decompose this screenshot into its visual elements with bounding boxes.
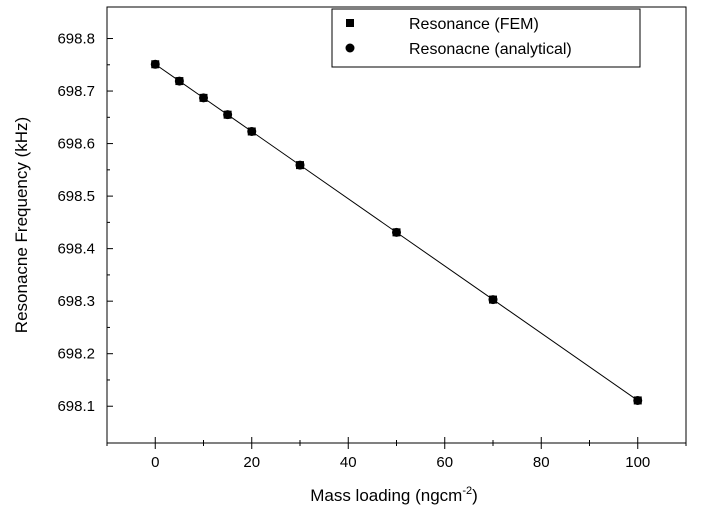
y-tick-label: 698.2 <box>57 346 95 363</box>
legend-marker-square <box>346 19 354 27</box>
x-axis-title: Mass loading (ngcm-2) <box>310 485 478 505</box>
fem-point <box>199 93 208 102</box>
x-axis-title-main: Mass loading (ngcm <box>310 486 462 505</box>
y-tick-label: 698.8 <box>57 31 95 48</box>
fem-point <box>175 77 184 86</box>
legend-box <box>331 8 641 68</box>
y-tick-label: 698.4 <box>57 241 95 258</box>
x-tick-label: 0 <box>151 454 159 471</box>
fem-point <box>296 161 304 170</box>
fem-point <box>223 110 232 119</box>
plot-frame <box>106 6 687 444</box>
x-axis-title-superscript: -2 <box>462 485 472 497</box>
y-axis-ticks: 698.1 698.2 698.3 698.4 698.5 698.6 698.7 698.8 <box>57 31 113 415</box>
x-tick-label: 40 <box>340 454 357 471</box>
x-tick-label: 80 <box>533 454 550 471</box>
series-layer <box>150 59 643 405</box>
legend: Resonance (FEM) Resonacne (analytical) <box>331 8 641 68</box>
legend-label-analytical: Resonacne (analytical) <box>409 41 572 58</box>
x-tick-label: 60 <box>436 454 453 471</box>
y-tick-label: 698.6 <box>57 136 95 153</box>
x-axis-ticks: 0 20 40 60 80 100 <box>106 437 687 471</box>
y-axis-title: Resonacne Frequency (kHz) <box>12 117 31 333</box>
x-axis-title-suffix: ) <box>472 486 478 505</box>
fem-point <box>151 60 160 69</box>
legend-marker-circle <box>345 43 355 53</box>
y-tick-label: 698.7 <box>57 83 95 100</box>
y-tick-label: 698.5 <box>57 188 95 205</box>
y-tick-label: 698.1 <box>57 398 95 415</box>
legend-label-fem: Resonance (FEM) <box>409 16 539 33</box>
fem-point <box>489 295 497 304</box>
x-tick-label: 20 <box>243 454 260 471</box>
fem-point <box>392 228 401 237</box>
fem-point <box>247 127 256 136</box>
y-tick-label: 698.3 <box>57 293 95 310</box>
x-tick-label: 100 <box>625 454 650 471</box>
fem-point <box>633 396 642 405</box>
